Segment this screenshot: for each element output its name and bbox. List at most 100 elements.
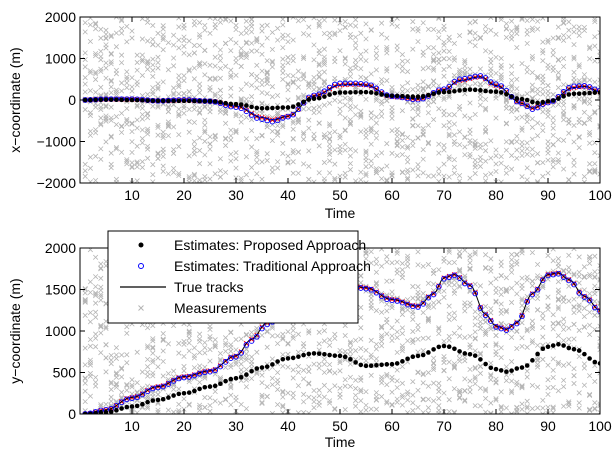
measurement-marker — [545, 157, 551, 163]
measurement-marker — [254, 136, 260, 142]
traditional-estimate-marker — [155, 384, 161, 391]
measurement-marker — [451, 361, 457, 367]
measurement-marker — [249, 100, 255, 106]
measurement-marker — [399, 348, 405, 354]
measurement-marker — [509, 63, 515, 69]
measurement-marker — [327, 342, 333, 348]
measurement-marker — [165, 108, 171, 115]
measurement-marker — [259, 77, 265, 84]
measurement-marker — [493, 31, 499, 37]
measurement-marker — [353, 62, 359, 68]
measurement-marker — [93, 314, 99, 320]
measurement-marker — [223, 110, 229, 116]
measurement-marker — [202, 174, 208, 180]
measurement-marker — [576, 134, 582, 140]
measurement-marker — [410, 340, 416, 346]
measurement-marker — [436, 141, 442, 147]
traditional-estimate-marker — [482, 75, 489, 81]
proposed-estimate-marker — [488, 89, 494, 94]
measurement-marker — [477, 385, 483, 391]
measurement-marker — [519, 297, 525, 304]
measurement-marker — [472, 141, 478, 147]
measurement-marker — [129, 382, 135, 388]
proposed-estimate-marker — [311, 351, 317, 356]
measurement-marker — [498, 55, 504, 62]
proposed-estimate-marker — [348, 357, 353, 362]
measurement-marker — [82, 286, 88, 292]
measurement-marker — [441, 96, 447, 102]
measurement-marker — [332, 370, 338, 376]
measurement-marker — [363, 36, 369, 42]
measurement-marker — [191, 178, 197, 183]
measurement-marker — [571, 271, 577, 277]
measurement-marker — [457, 390, 463, 396]
measurement-marker — [98, 120, 104, 127]
proposed-estimate-marker — [384, 362, 390, 367]
measurement-marker — [561, 275, 567, 281]
measurement-marker — [550, 404, 556, 410]
measurement-marker — [431, 398, 437, 404]
measurement-marker — [561, 267, 567, 273]
measurement-marker — [399, 380, 405, 386]
proposed-estimate-marker — [275, 359, 280, 364]
measurement-marker — [431, 117, 437, 123]
proposed-estimate-marker — [202, 98, 208, 104]
measurement-marker — [498, 320, 504, 327]
measurement-marker — [514, 91, 520, 97]
measurement-marker — [160, 358, 166, 365]
proposed-estimate-marker — [441, 89, 447, 95]
measurement-marker — [197, 110, 203, 116]
x-tick-label: 60 — [384, 418, 400, 434]
measurement-marker — [321, 30, 327, 37]
measurement-marker — [275, 123, 281, 129]
measurement-marker — [436, 106, 442, 112]
measurement-marker — [243, 54, 249, 61]
measurement-marker — [550, 102, 556, 109]
measurement-marker — [103, 65, 109, 71]
measurement-marker — [384, 319, 390, 326]
measurement-marker — [529, 88, 535, 94]
measurement-marker — [394, 378, 400, 384]
measurement-marker — [373, 284, 379, 290]
measurement-marker — [207, 62, 213, 68]
measurement-marker — [171, 90, 177, 96]
measurement-marker — [394, 47, 400, 53]
measurement-marker — [597, 53, 600, 59]
proposed-estimate-marker — [550, 343, 556, 348]
proposed-estimate-marker — [576, 348, 582, 353]
measurement-marker — [311, 110, 317, 116]
measurement-marker — [509, 388, 515, 394]
proposed-estimate-marker — [140, 97, 145, 103]
measurement-marker — [223, 348, 229, 354]
measurement-marker — [108, 398, 114, 404]
measurement-marker — [93, 89, 99, 95]
measurement-marker — [410, 407, 416, 414]
measurement-marker — [155, 400, 161, 406]
measurement-marker — [415, 296, 421, 302]
measurement-marker — [98, 68, 104, 75]
measurement-marker — [571, 162, 577, 168]
measurement-marker — [373, 170, 379, 176]
proposed-estimate-marker — [467, 87, 473, 92]
measurement-marker — [275, 333, 281, 339]
measurement-marker — [498, 259, 504, 265]
measurement-marker — [472, 157, 478, 163]
measurement-marker — [228, 127, 234, 133]
measurement-marker — [587, 332, 593, 338]
measurement-marker — [576, 405, 582, 411]
measurement-marker — [181, 25, 187, 31]
proposed-estimate-marker — [259, 106, 265, 111]
measurement-marker — [191, 65, 197, 71]
measurement-marker — [238, 97, 244, 103]
measurement-marker — [98, 48, 104, 54]
measurement-marker — [425, 302, 431, 309]
measurement-marker — [249, 17, 255, 23]
measurement-marker — [316, 48, 322, 54]
measurement-marker — [238, 371, 244, 377]
measurement-marker — [373, 356, 379, 362]
measurement-marker — [290, 394, 296, 401]
measurement-marker — [82, 290, 88, 296]
measurement-marker — [457, 142, 463, 148]
measurement-marker — [503, 275, 509, 281]
measurement-marker — [327, 123, 333, 129]
